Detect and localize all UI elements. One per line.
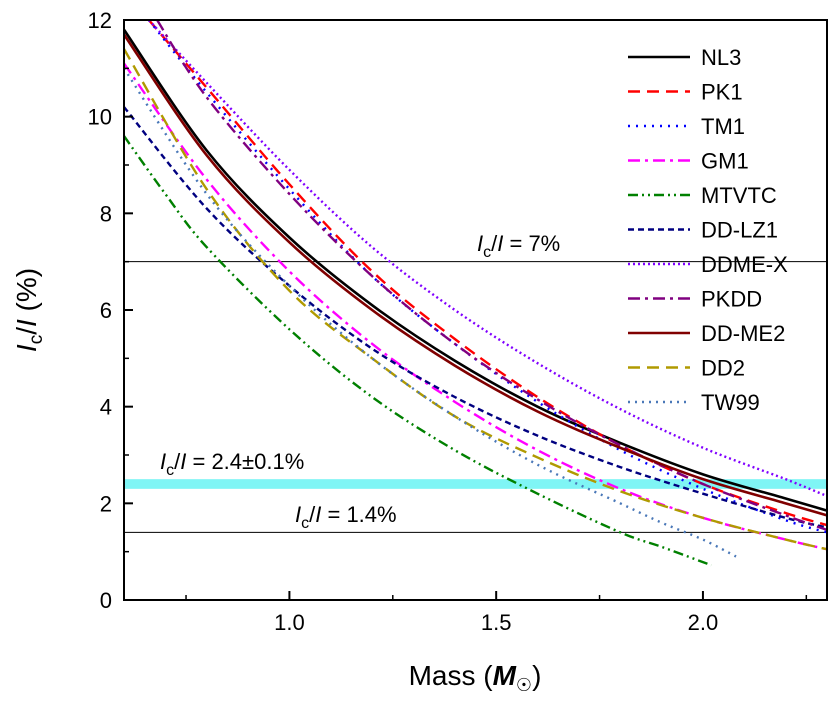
legend-label-dd-lz1: DD-LZ1 [701,218,778,243]
series-line-dd2 [124,48,827,551]
series-line-pk1 [147,20,827,527]
series-line-dd-lz1 [124,106,827,529]
annotation-band: Ic/I = 2.4±0.1% [160,449,304,479]
legend: NL3 PK1 TM1 GM1 MTVTC DD-LZ1 DDME-X PKDD DD-ME2 D… [628,45,788,415]
y-tick-label-0: 0 [100,588,112,613]
annotation-7-percent: Ic/I = 7% [477,231,560,261]
series-line-nl3 [124,28,827,512]
series-line-ddme-x [147,20,827,498]
annotation-1-4-percent: Ic/I = 1.4% [295,502,397,532]
series-line-gm1 [124,62,827,551]
series-line-dd-me2 [124,33,827,517]
band-2-4 [124,479,827,489]
hline-layer [124,261,827,533]
legend-label-gm1: GM1 [701,149,749,174]
series-line-tw99 [124,67,737,558]
legend-label-nl3: NL3 [701,45,741,70]
x-tick-label-2: 2.0 [688,610,719,635]
x-axis-label: Mass (M☉) [409,660,542,695]
y-tick-label-1: 2 [100,491,112,516]
series-layer [124,20,827,567]
legend-label-pkdd: PKDD [701,287,762,312]
y-tick-label-3: 6 [100,298,112,323]
series-line-pkdd [156,20,827,532]
tick-layer: 1.0 1.5 2.0 0 2 4 6 8 10 12 [88,8,808,635]
legend-label-pk1: PK1 [701,80,743,105]
annot-layer: Ic/I = 7% Ic/I = 1.4% Ic/I = 2.4±0.1% [160,231,560,532]
y-tick-label-4: 8 [100,201,112,226]
y-tick-label-6: 12 [88,8,112,33]
legend-label-dd2: DD2 [701,356,745,381]
y-axis-label: Ic/I (%) [11,268,47,352]
x-tick-label-1: 1.5 [481,610,512,635]
x-tick-label-0: 1.0 [274,610,305,635]
legend-label-mtvtc: MTVTC [701,183,777,208]
y-tick-label-2: 4 [100,395,112,420]
band-layer [124,479,827,489]
legend-label-ddme-x: DDME-X [701,252,788,277]
series-line-mtvtc [124,135,712,567]
legend-label-tw99: TW99 [701,390,760,415]
legend-label-dd-me2: DD-ME2 [701,321,785,346]
legend-label-tm1: TM1 [701,114,745,139]
y-tick-label-5: 10 [88,105,112,130]
